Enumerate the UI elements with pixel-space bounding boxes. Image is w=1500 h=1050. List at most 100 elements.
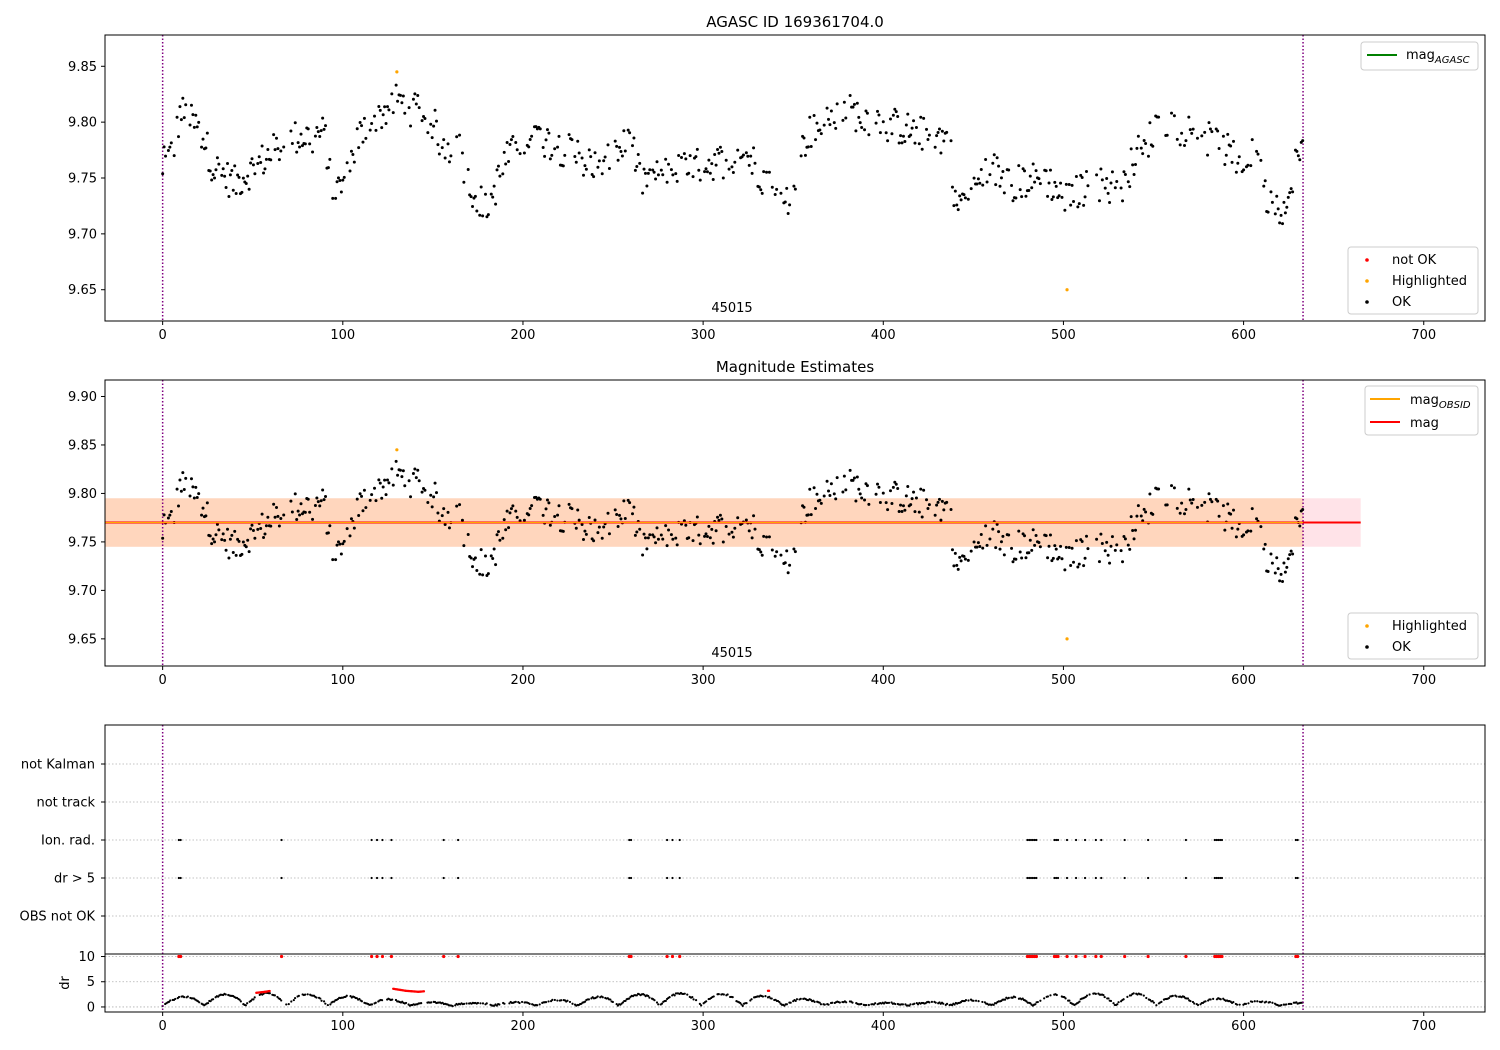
ok-point bbox=[1076, 565, 1080, 569]
flag-point bbox=[1026, 838, 1029, 842]
dr-point bbox=[909, 1003, 912, 1006]
dr-point bbox=[276, 995, 279, 999]
y-tick-label: 9.90 bbox=[68, 390, 97, 405]
x-tick-label: 0 bbox=[159, 673, 167, 688]
ok-point bbox=[230, 168, 234, 172]
ok-point bbox=[803, 153, 807, 157]
ok-point bbox=[246, 538, 250, 542]
ok-point bbox=[901, 134, 905, 138]
dr-point bbox=[211, 998, 215, 1001]
ok-point bbox=[716, 148, 720, 152]
ok-point bbox=[615, 144, 619, 148]
ok-point bbox=[607, 532, 611, 536]
ok-point bbox=[509, 507, 513, 511]
ok-point bbox=[656, 173, 660, 177]
panel2-legend-lower: Highlighted OK bbox=[1347, 612, 1479, 660]
ok-point bbox=[1074, 539, 1078, 543]
ok-point bbox=[1249, 164, 1253, 168]
ok-point bbox=[854, 499, 858, 503]
panel2-legend-lower-box bbox=[1347, 612, 1479, 660]
x-tick-label: 0 bbox=[159, 1019, 167, 1034]
ok-point bbox=[1077, 202, 1081, 206]
y-tick-label: 9.75 bbox=[68, 535, 97, 550]
ok-point bbox=[773, 192, 777, 196]
dr-point bbox=[280, 999, 283, 1002]
ok-point bbox=[1136, 134, 1140, 138]
ok-point bbox=[785, 549, 789, 553]
ok-point bbox=[514, 140, 518, 144]
x-tick-label: 300 bbox=[691, 328, 716, 343]
ok-point bbox=[799, 154, 803, 158]
x-tick-label: 400 bbox=[871, 1019, 896, 1034]
ok-point bbox=[177, 135, 181, 139]
dr-notok-point bbox=[1296, 954, 1300, 959]
dr-point bbox=[324, 1002, 327, 1005]
ok-point bbox=[727, 167, 731, 171]
flag-point bbox=[671, 838, 674, 842]
x-tick-label: 100 bbox=[330, 673, 355, 688]
ok-point bbox=[1023, 534, 1027, 538]
ok-point bbox=[867, 133, 871, 137]
ok-point bbox=[1051, 195, 1055, 199]
ok-point bbox=[426, 501, 430, 505]
ok-point bbox=[321, 488, 325, 492]
dr-point bbox=[571, 1002, 574, 1005]
ok-point bbox=[227, 556, 231, 560]
dr-point bbox=[553, 998, 556, 1002]
ok-point bbox=[936, 500, 940, 504]
ok-point bbox=[420, 119, 424, 123]
ok-point bbox=[1289, 549, 1293, 553]
ok-point bbox=[935, 134, 939, 138]
ok-point bbox=[1224, 153, 1228, 157]
ok-point bbox=[414, 476, 418, 480]
flag-point bbox=[1217, 876, 1220, 880]
ok-point bbox=[630, 512, 634, 516]
panel1-frame bbox=[104, 34, 1486, 322]
ok-point bbox=[1059, 544, 1063, 548]
dr-point bbox=[556, 999, 559, 1002]
legend-obsid-main: mag bbox=[1410, 393, 1439, 408]
ok-point bbox=[1115, 179, 1119, 183]
ok-point bbox=[345, 527, 349, 531]
dr-point bbox=[297, 994, 300, 997]
ok-point bbox=[876, 109, 880, 113]
ok-point bbox=[829, 109, 833, 113]
ok-point bbox=[460, 151, 464, 155]
dr-point bbox=[253, 996, 256, 999]
dr-point bbox=[827, 1003, 830, 1006]
ok-point bbox=[651, 168, 655, 172]
ok-point bbox=[338, 542, 342, 546]
dr-point bbox=[1116, 1003, 1119, 1006]
ok-point bbox=[1054, 184, 1058, 188]
dr-point bbox=[1029, 1002, 1032, 1005]
dr-point bbox=[479, 1002, 482, 1005]
ok-point bbox=[1230, 526, 1234, 530]
ok-point bbox=[179, 489, 183, 493]
ok-point bbox=[949, 139, 953, 143]
dr-point bbox=[370, 1003, 374, 1006]
ok-point bbox=[184, 476, 188, 480]
ok-point bbox=[661, 173, 665, 177]
ok-point bbox=[455, 504, 459, 508]
flag-point bbox=[390, 876, 393, 880]
dr-point bbox=[485, 1002, 488, 1005]
ok-point bbox=[527, 145, 531, 149]
ok-point bbox=[1226, 502, 1230, 506]
ok-point bbox=[1017, 164, 1021, 168]
dr-notok-point bbox=[1099, 954, 1103, 959]
ok-point bbox=[192, 125, 196, 129]
dr-point bbox=[660, 1002, 664, 1005]
ok-point bbox=[600, 536, 604, 540]
flag-point bbox=[1100, 838, 1103, 842]
x-tick-label: 600 bbox=[1231, 328, 1256, 343]
ok-point bbox=[1206, 153, 1210, 157]
ok-point bbox=[263, 532, 267, 536]
dr-point bbox=[430, 1001, 433, 1004]
ok-point bbox=[1144, 510, 1148, 514]
ok-point bbox=[194, 113, 198, 117]
ok-point bbox=[336, 176, 340, 180]
ok-point bbox=[863, 128, 867, 132]
ok-point bbox=[897, 510, 901, 514]
dr-notok-point bbox=[665, 954, 669, 959]
ok-point bbox=[341, 178, 345, 182]
